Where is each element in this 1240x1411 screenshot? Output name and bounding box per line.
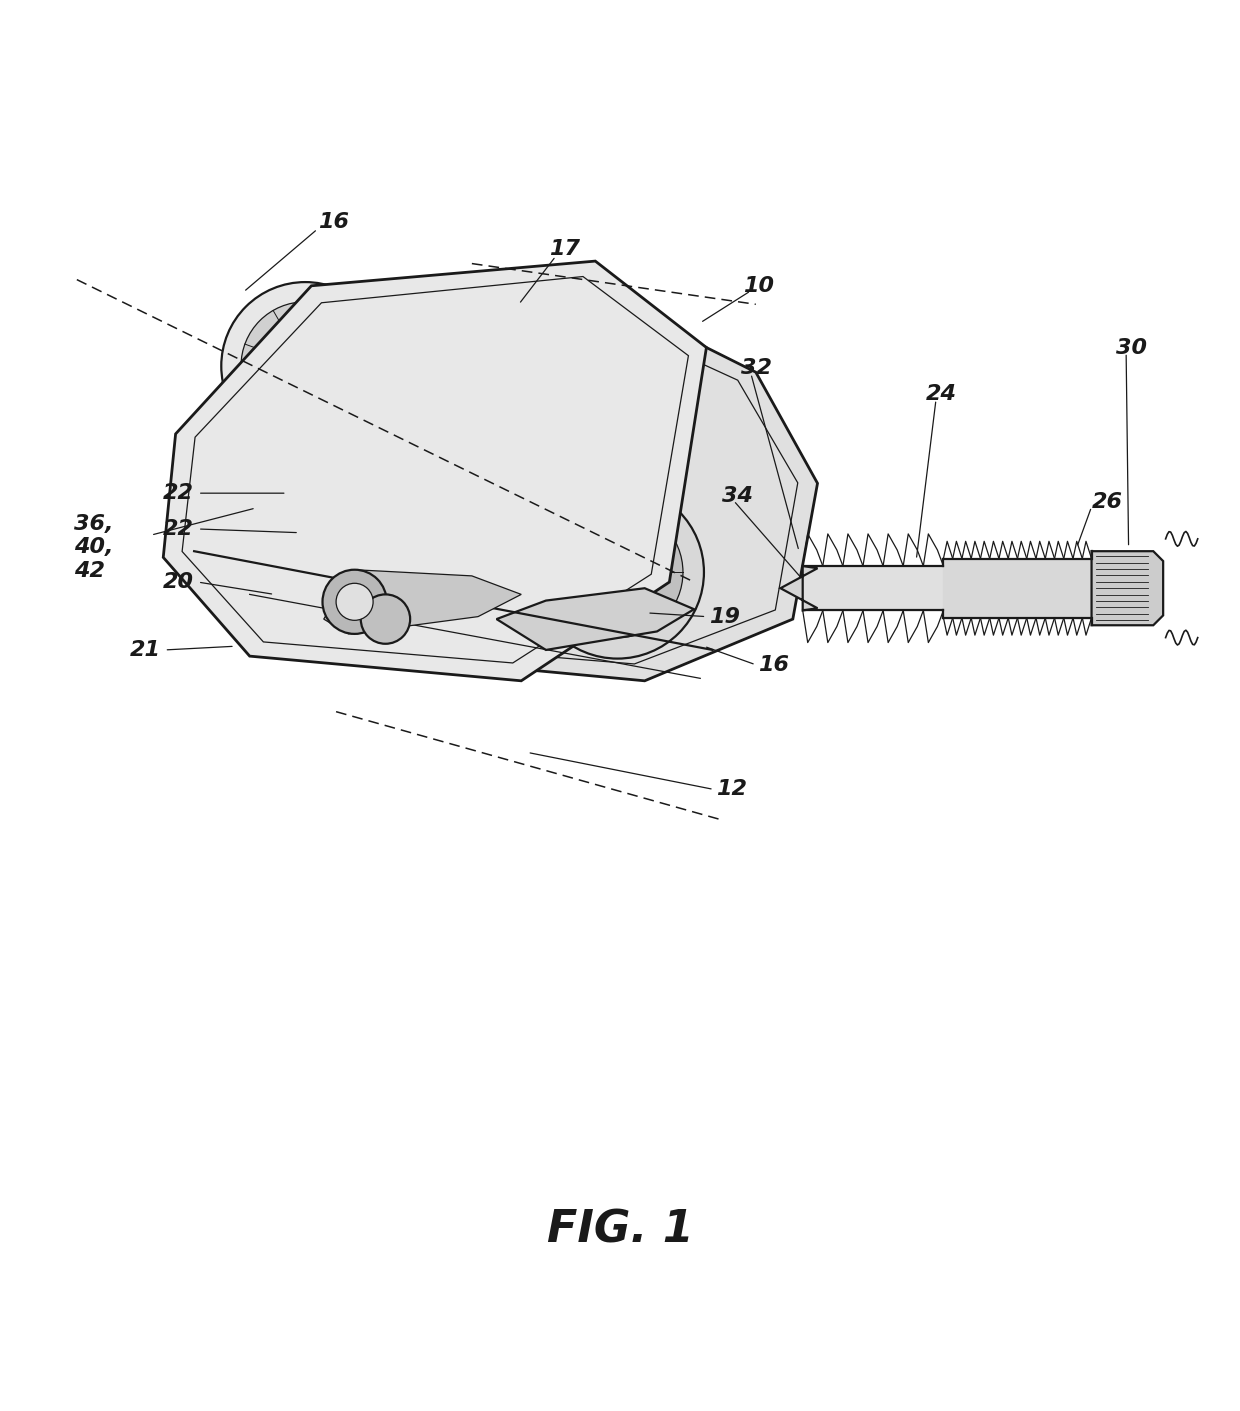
Polygon shape [944,559,1091,618]
Polygon shape [780,566,817,611]
Circle shape [361,594,410,643]
Polygon shape [802,566,944,611]
Text: 22: 22 [164,483,195,504]
Text: 21: 21 [130,641,161,660]
Circle shape [351,363,494,505]
Circle shape [500,341,686,526]
Circle shape [548,389,637,478]
Circle shape [241,302,370,430]
Circle shape [373,495,508,632]
Circle shape [378,389,467,478]
Polygon shape [496,588,694,650]
Text: 17: 17 [549,238,580,258]
Polygon shape [1091,552,1163,625]
Circle shape [402,425,554,579]
Text: 32: 32 [742,358,773,378]
Polygon shape [201,298,817,682]
Text: 30: 30 [1116,337,1147,357]
Circle shape [241,432,394,584]
Text: 22: 22 [164,519,195,539]
Circle shape [259,450,376,566]
Circle shape [531,485,704,659]
Circle shape [552,507,683,638]
Text: 34: 34 [723,485,754,505]
Text: 40,: 40, [74,538,114,557]
Circle shape [336,583,373,621]
Circle shape [417,296,539,419]
Polygon shape [164,261,707,682]
Text: 10: 10 [744,275,775,296]
Text: FIG. 1: FIG. 1 [547,1209,693,1252]
Circle shape [441,320,515,395]
Circle shape [399,522,482,605]
Circle shape [221,282,389,450]
Text: 20: 20 [164,571,195,593]
Text: 12: 12 [717,779,748,800]
Text: 42: 42 [74,562,105,581]
Circle shape [322,570,387,634]
Circle shape [444,467,512,536]
Circle shape [283,474,352,543]
Circle shape [398,277,558,437]
Text: 16: 16 [758,655,789,674]
Circle shape [330,341,515,526]
Circle shape [521,363,665,505]
Text: 36,: 36, [74,514,114,533]
Circle shape [420,444,536,560]
Text: 26: 26 [1091,492,1122,512]
Circle shape [577,532,658,612]
Text: 16: 16 [319,212,350,231]
Text: 24: 24 [926,384,957,405]
Circle shape [352,474,529,652]
Text: 19: 19 [709,607,740,626]
Circle shape [265,326,345,405]
Polygon shape [324,570,521,634]
